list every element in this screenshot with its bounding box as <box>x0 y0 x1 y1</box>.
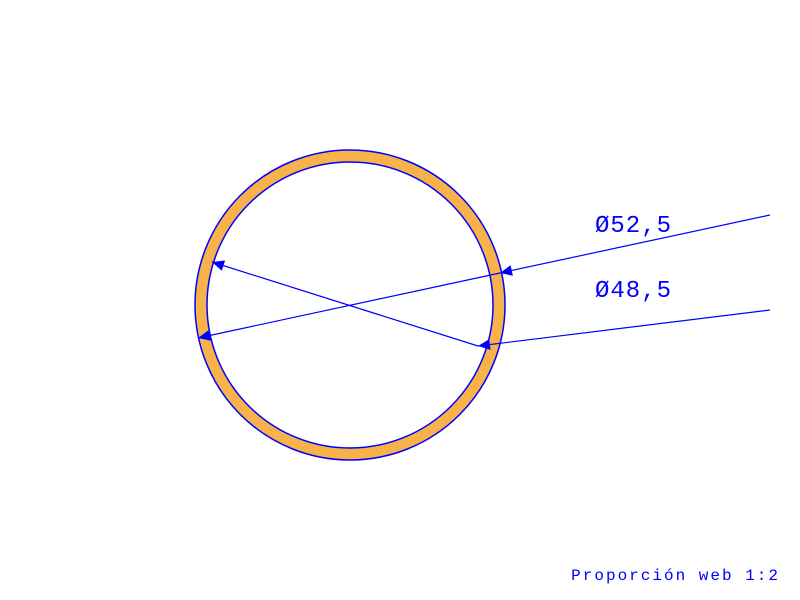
dimension-label-outer: Ø52,5 <box>595 213 672 240</box>
drawing-svg <box>0 0 800 600</box>
scale-caption: Proporción web 1:2 <box>571 567 780 585</box>
dimension-label-inner: Ø48,5 <box>595 278 672 305</box>
drawing-container: Ø52,5 Ø48,5 Proporción web 1:2 <box>0 0 800 600</box>
